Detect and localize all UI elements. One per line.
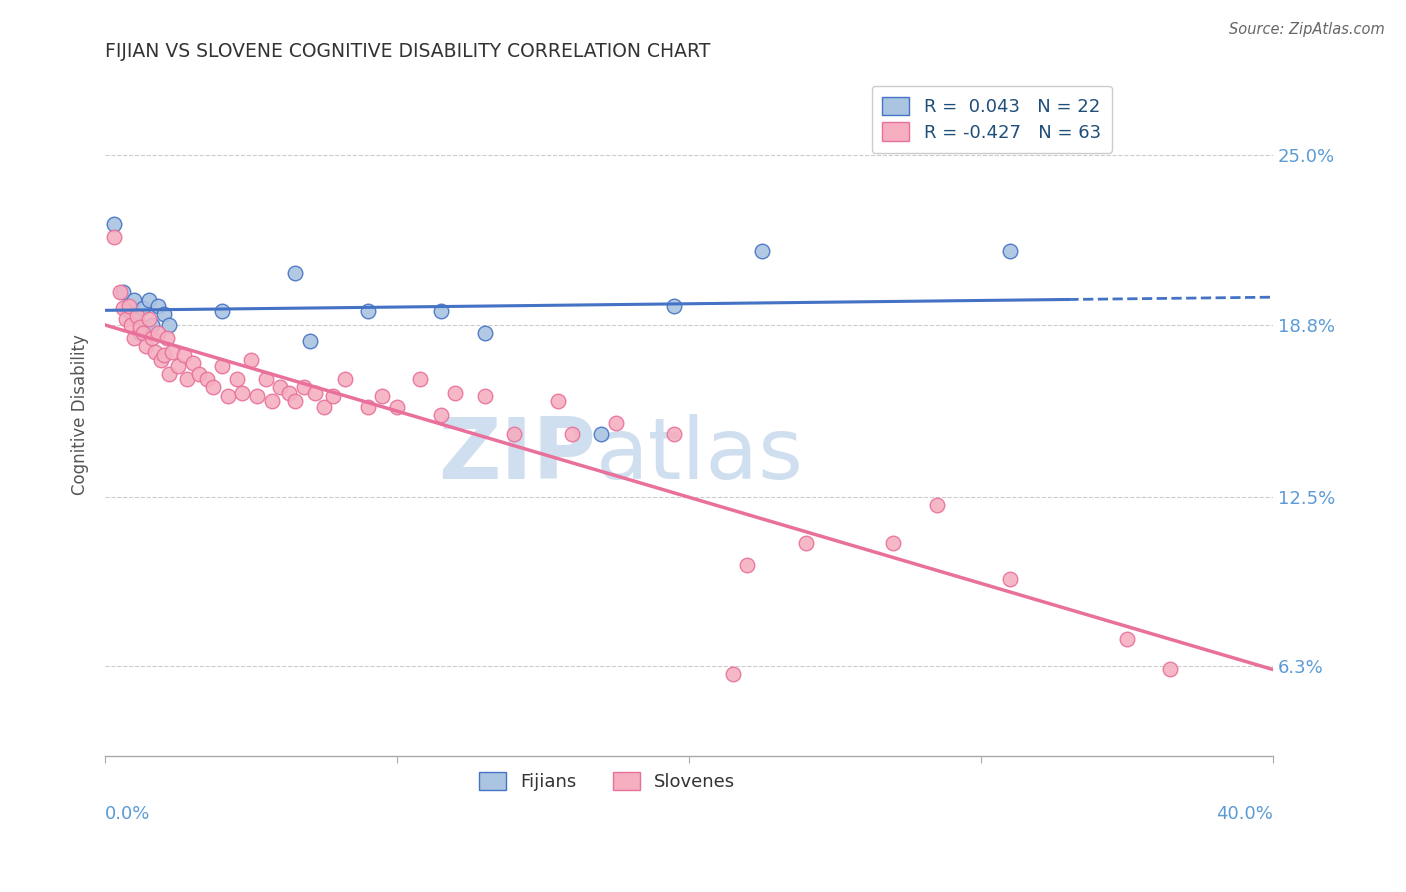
Point [187,367,209,381]
Point [430,408,453,422]
Text: 0.0%: 0.0% [105,805,150,823]
Point [502,426,524,441]
Point [152,348,174,362]
Point [155,331,177,345]
Point [103,217,125,231]
Point [124,331,146,345]
Point [173,348,195,362]
Point [240,353,263,368]
Point [211,304,233,318]
Point [167,359,190,373]
Point [143,345,166,359]
Point [103,230,125,244]
Point [132,326,155,340]
Point [357,304,380,318]
Point [141,331,163,345]
Text: Source: ZipAtlas.com: Source: ZipAtlas.com [1229,22,1385,37]
Point [124,293,146,307]
Point [794,536,817,550]
Point [260,394,283,409]
Point [751,244,773,258]
Point [561,426,583,441]
Point [474,389,496,403]
Point [721,667,744,681]
Point [129,320,152,334]
Point [111,301,134,316]
Point [998,572,1021,586]
Point [152,307,174,321]
Point [162,345,184,359]
Point [157,318,180,332]
Point [385,400,408,414]
Point [111,285,134,299]
Point [664,426,686,441]
Point [129,326,152,340]
Y-axis label: Cognitive Disability: Cognitive Disability [72,334,89,495]
Point [211,359,233,373]
Point [127,310,149,324]
Point [1115,632,1137,646]
Point [314,400,336,414]
Point [246,389,269,403]
Point [149,353,172,368]
Point [135,339,157,353]
Point [430,304,453,318]
Point [371,389,394,403]
Point [605,416,627,430]
Point [322,389,344,403]
Point [737,558,759,572]
Text: 40.0%: 40.0% [1216,805,1272,823]
Point [176,372,198,386]
Point [146,299,169,313]
Point [138,293,160,307]
Point [269,380,291,394]
Point [195,372,218,386]
Point [146,326,169,340]
Point [298,334,321,348]
Point [254,372,277,386]
Point [444,385,467,400]
Legend: Fijians, Slovenes: Fijians, Slovenes [472,764,742,798]
Point [357,400,380,414]
Point [231,385,253,400]
Point [127,312,149,326]
Point [114,312,136,326]
Point [217,389,239,403]
Point [474,326,496,340]
Point [202,380,225,394]
Point [141,318,163,332]
Text: ZIP: ZIP [437,414,596,497]
Point [278,385,301,400]
Point [225,372,247,386]
Point [108,285,131,299]
Point [292,380,315,394]
Point [132,301,155,316]
Point [925,498,948,512]
Point [284,266,307,280]
Point [157,367,180,381]
Text: FIJIAN VS SLOVENE COGNITIVE DISABILITY CORRELATION CHART: FIJIAN VS SLOVENE COGNITIVE DISABILITY C… [105,42,710,61]
Point [117,299,139,313]
Point [591,426,613,441]
Point [304,385,326,400]
Text: atlas: atlas [596,414,804,497]
Point [1160,662,1182,676]
Point [121,318,143,332]
Point [664,299,686,313]
Point [882,536,904,550]
Point [138,312,160,326]
Point [181,356,204,370]
Point [547,394,569,409]
Point [998,244,1021,258]
Point [284,394,307,409]
Point [117,304,139,318]
Point [409,372,432,386]
Point [333,372,356,386]
